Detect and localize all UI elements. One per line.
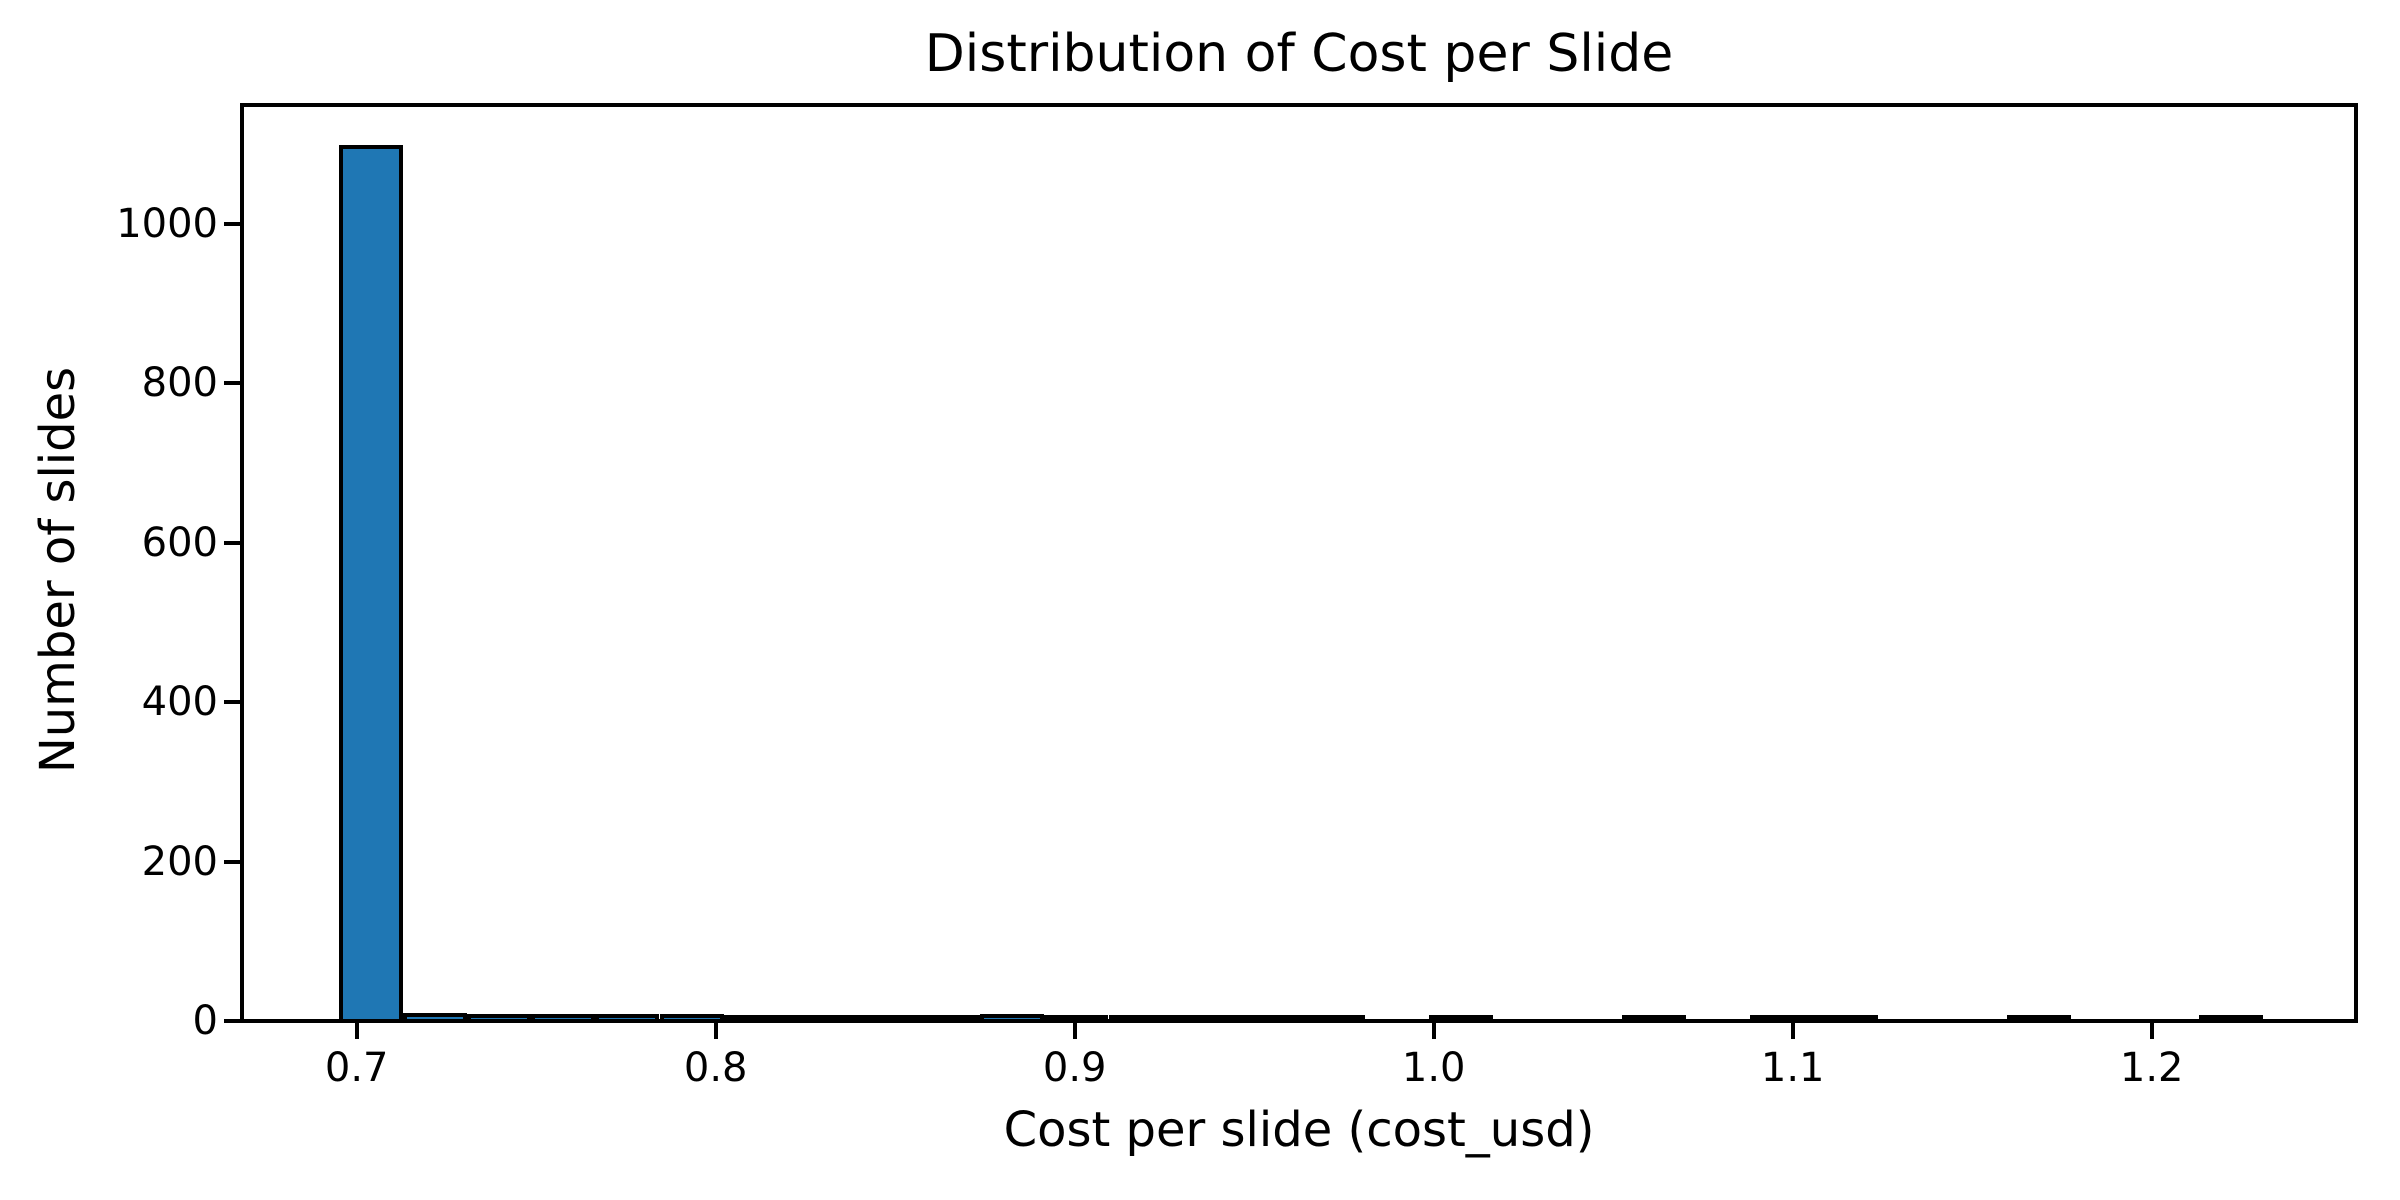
x-tick-label: 0.8: [683, 1045, 748, 1091]
histogram-bar: [2006, 1015, 2071, 1019]
y-tick-mark: [224, 540, 240, 545]
histogram-bar: [787, 1015, 852, 1019]
histogram-bar: [338, 145, 403, 1019]
histogram-bar: [467, 1013, 532, 1019]
x-tick-mark: [713, 1023, 718, 1039]
y-tick-label: 200: [141, 838, 218, 885]
histogram-bar: [980, 1014, 1045, 1019]
x-tick-mark: [1072, 1023, 1077, 1039]
histogram-bar: [531, 1014, 596, 1019]
y-tick-label: 1000: [116, 200, 218, 247]
y-tick-mark: [224, 221, 240, 226]
histogram-bar: [1429, 1015, 1494, 1019]
x-tick-label: 1.2: [2119, 1045, 2184, 1091]
histogram-bar: [595, 1014, 660, 1019]
x-tick-label: 0.9: [1042, 1045, 1107, 1091]
plot-area: [240, 103, 2358, 1023]
y-tick-mark: [224, 381, 240, 385]
x-tick-label: 1.1: [1760, 1045, 1825, 1091]
histogram-bar: [851, 1015, 916, 1019]
histogram-bar: [1236, 1015, 1301, 1019]
histogram-bar: [916, 1015, 981, 1019]
histogram-bar: [1172, 1015, 1237, 1019]
histogram-bar: [723, 1015, 788, 1019]
histogram-bar: [1044, 1015, 1109, 1019]
x-tick-label: 1.0: [1401, 1045, 1466, 1091]
y-tick-label: 800: [141, 360, 218, 406]
histogram-bar: [1814, 1015, 1879, 1019]
x-tick-mark: [1790, 1023, 1795, 1039]
histogram-bar: [1621, 1015, 1686, 1019]
y-tick-label: 400: [141, 679, 218, 725]
histogram-bar: [1108, 1015, 1173, 1019]
chart-title: Distribution of Cost per Slide: [924, 24, 1674, 84]
histogram-bar: [2198, 1015, 2263, 1019]
x-axis-label: Cost per slide (cost_usd): [1003, 1102, 1595, 1158]
x-tick-label: 0.7: [324, 1045, 389, 1091]
histogram-bar: [659, 1014, 724, 1019]
y-tick-label: 0: [192, 998, 218, 1044]
histogram-bar: [1749, 1015, 1814, 1019]
histogram-bar: [1300, 1015, 1365, 1019]
histogram-bar: [402, 1012, 467, 1019]
y-tick-label: 600: [141, 519, 218, 566]
y-tick-mark: [224, 859, 240, 864]
x-tick-mark: [1431, 1023, 1436, 1039]
y-tick-mark: [224, 700, 240, 704]
x-tick-mark: [2149, 1023, 2154, 1039]
x-tick-mark: [354, 1023, 359, 1039]
y-tick-mark: [224, 1019, 240, 1023]
